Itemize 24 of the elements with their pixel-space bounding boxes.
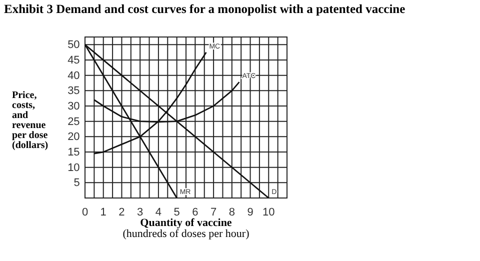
y-tick-label: 30	[68, 100, 80, 113]
x-tick-label: 2	[118, 206, 125, 218]
x-tick-label: 4	[155, 206, 162, 218]
x-axis-title: Quantity of vaccine (hundreds of doses per hour)	[122, 217, 250, 240]
y-tick-label: 25	[68, 116, 80, 128]
x-tick-label: 7	[210, 206, 217, 218]
y-tick-label: 40	[68, 70, 80, 82]
y-tick-label: 5	[74, 177, 80, 190]
y-tick-label: 35	[68, 85, 80, 98]
y-tick-label: 20	[68, 131, 80, 144]
x-tick-label: 0	[82, 206, 88, 218]
y-tick-label: 45	[68, 54, 80, 67]
x-tick-label: 3	[137, 206, 144, 218]
x-tick-label: 5	[174, 206, 180, 218]
y-tick-label: 50	[68, 39, 80, 52]
y-tick-label: 10	[68, 162, 80, 174]
x-tick-label: 1	[100, 206, 106, 218]
y-axis-title: Price, costs, and revenue per dose (dollars)	[12, 90, 48, 151]
x-tick-label: 6	[192, 206, 198, 218]
x-tick-label: 9	[247, 206, 254, 218]
x-tick-label: 10	[262, 206, 275, 218]
chart-title: Exhibit 3 Demand and cost curves for a monopolist with a patented vaccine	[4, 2, 406, 16]
x-tick-label: 8	[228, 206, 235, 218]
y-tick-label: 15	[68, 146, 80, 159]
